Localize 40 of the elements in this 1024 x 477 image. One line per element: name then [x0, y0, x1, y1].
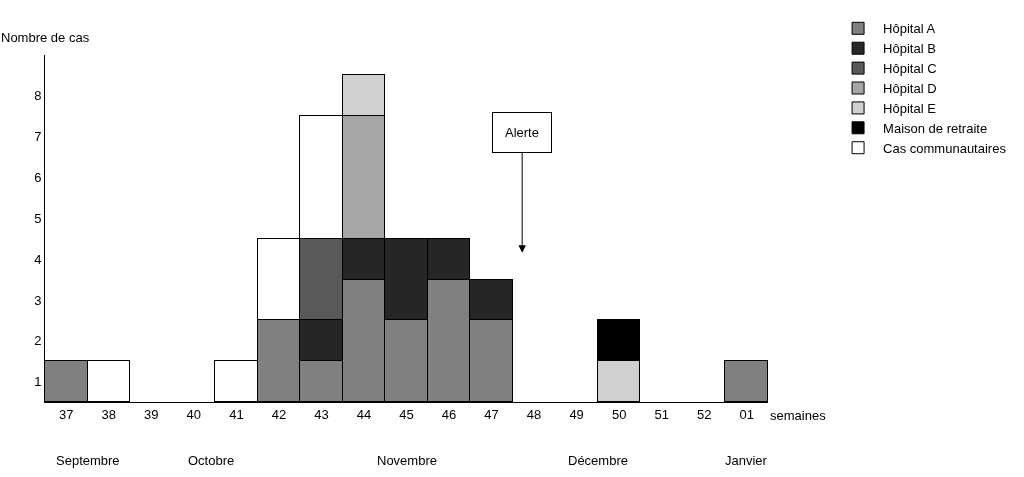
x-tick-label: 43 [314, 406, 329, 422]
x-tick-label: 50 [611, 406, 627, 422]
legend-label: Hôpital C [883, 61, 937, 77]
x-axis-title: semaines [770, 408, 827, 423]
legend-label: Hôpital A [883, 21, 936, 37]
x-tick-label: 51 [654, 406, 669, 422]
annotation: Alerte [505, 125, 539, 140]
x-tick-label: 39 [144, 406, 159, 422]
y-tick-label: 4 [34, 251, 42, 267]
y-tick-label: 3 [34, 292, 42, 308]
y-tick-label: 7 [34, 129, 42, 145]
text: Novembre [377, 453, 437, 468]
y-tick-label: 1 [34, 374, 42, 390]
x-tick-label: 49 [569, 406, 584, 422]
y-tick-label: 2 [34, 333, 42, 349]
text: Septembre [56, 453, 120, 468]
x-tick-label: 37 [59, 406, 74, 422]
x-tick-label: 46 [441, 406, 457, 422]
x-tick-label: 44 [356, 406, 372, 422]
legend-label: Cas communautaires [883, 140, 1007, 156]
y-axis-title: Nombre de cas [1, 30, 90, 45]
y-tick-label: 5 [34, 210, 42, 226]
legend-label: Hôpital B [883, 41, 936, 57]
y-tick-label: 8 [34, 88, 42, 104]
x-tick-label: 40 [186, 406, 202, 422]
x-tick-label: 38 [101, 406, 117, 422]
x-tick-label: 45 [399, 406, 414, 422]
legend-label: Hôpital D [883, 81, 937, 97]
x-tick-label: 52 [696, 406, 712, 422]
text: Janvier [725, 453, 768, 468]
x-tick-label: 47 [484, 406, 499, 422]
x-tick-label: 01 [739, 406, 754, 422]
legend-label: Hôpital E [883, 100, 937, 116]
x-tick-label: 42 [271, 406, 287, 422]
y-tick-label: 6 [34, 170, 42, 186]
x-tick-label: 48 [526, 406, 542, 422]
text: Décembre [568, 453, 628, 468]
text: Octobre [188, 453, 235, 468]
x-tick-label: 41 [229, 406, 244, 422]
legend-label: Maison de retraite [883, 120, 988, 136]
